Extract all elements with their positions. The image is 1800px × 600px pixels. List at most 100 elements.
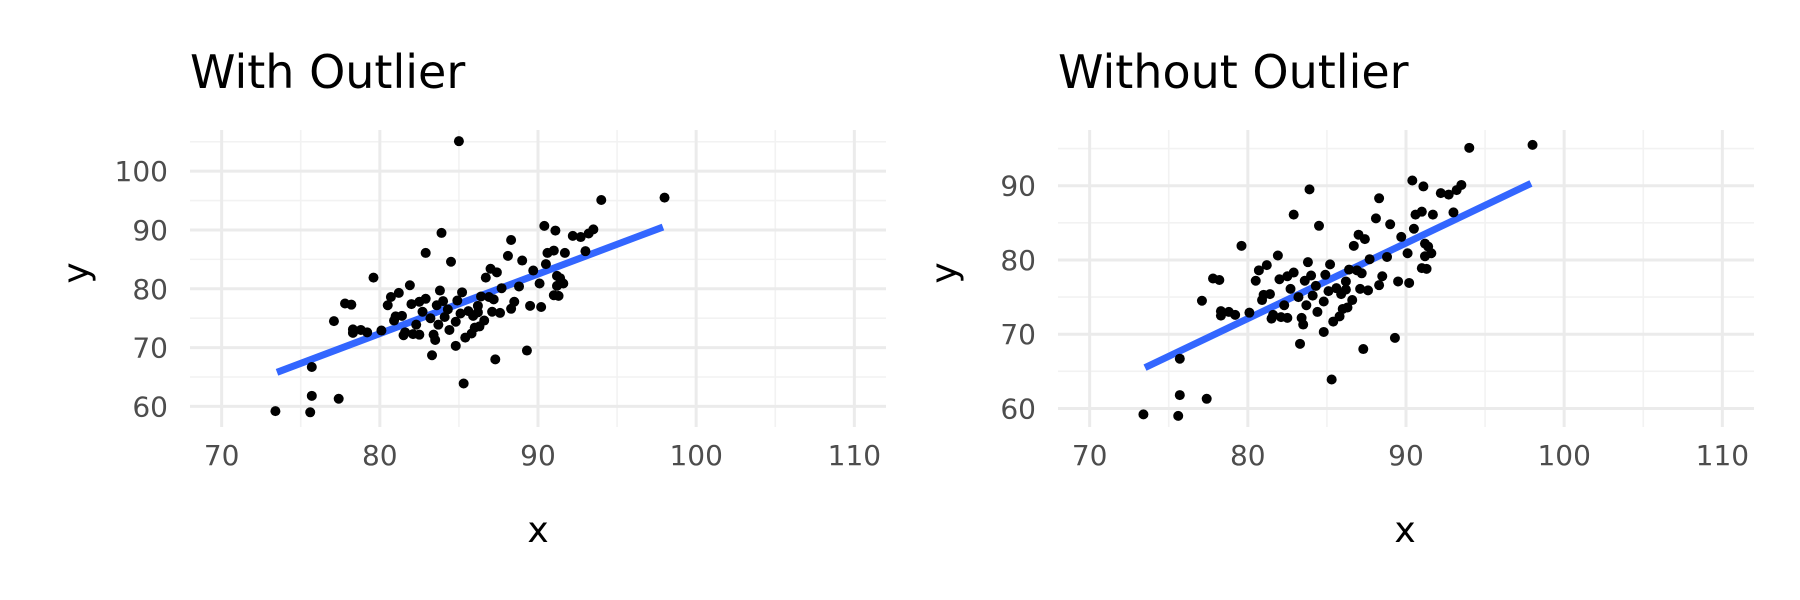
gridlines xyxy=(190,130,886,427)
data-point xyxy=(1408,223,1419,234)
data-point xyxy=(528,265,539,276)
data-point xyxy=(1402,248,1413,259)
data-point xyxy=(1377,271,1388,282)
data-point xyxy=(446,256,456,267)
data-point xyxy=(420,247,431,258)
y-axis-title: y xyxy=(924,262,965,283)
data-point xyxy=(1312,306,1323,317)
data-point xyxy=(1288,267,1299,278)
data-point xyxy=(305,407,316,418)
data-point xyxy=(430,334,441,345)
data-point xyxy=(1174,390,1185,401)
data-point xyxy=(406,299,417,310)
data-point xyxy=(1318,326,1329,337)
data-point xyxy=(376,325,387,336)
data-point xyxy=(1201,393,1212,404)
x-tick-label: 110 xyxy=(828,439,881,472)
data-point xyxy=(567,230,578,241)
data-point xyxy=(1448,207,1459,218)
data-point xyxy=(393,287,404,298)
scatter-points xyxy=(1138,139,1538,421)
y-tick-label: 90 xyxy=(1000,170,1036,203)
data-point xyxy=(534,278,545,289)
y-axis-title: y xyxy=(56,262,97,283)
data-point xyxy=(509,296,520,307)
data-point xyxy=(1285,283,1296,294)
data-point xyxy=(1214,274,1225,285)
data-point xyxy=(540,259,551,270)
data-point xyxy=(436,227,447,238)
data-point xyxy=(1173,410,1184,421)
data-point xyxy=(596,194,607,205)
x-tick-label: 70 xyxy=(204,439,240,472)
y-tick-label: 60 xyxy=(132,390,168,423)
data-point xyxy=(1298,319,1309,330)
data-point xyxy=(1236,240,1247,251)
data-point xyxy=(306,362,317,373)
data-point xyxy=(1464,142,1475,153)
data-point xyxy=(1364,254,1375,265)
data-point xyxy=(1356,268,1367,279)
regression-line xyxy=(275,223,665,376)
data-point xyxy=(1358,344,1369,355)
x-tick-labels: 70 80 90 100 110 xyxy=(1072,439,1749,472)
data-point xyxy=(495,307,506,318)
y-tick-label: 90 xyxy=(132,214,168,247)
data-point xyxy=(1340,276,1351,287)
data-point xyxy=(1261,260,1272,271)
data-point xyxy=(450,340,461,351)
data-point xyxy=(1264,289,1275,300)
data-point xyxy=(1293,292,1304,303)
data-point xyxy=(1325,259,1336,270)
data-point xyxy=(588,224,599,235)
data-point xyxy=(559,247,570,258)
y-tick-labels: 60 70 80 90 xyxy=(1000,170,1036,426)
data-point xyxy=(1174,353,1185,364)
data-point xyxy=(553,290,564,301)
x-tick-label: 100 xyxy=(1537,439,1590,472)
data-point xyxy=(491,267,502,278)
data-point xyxy=(548,245,559,256)
y-tick-label: 70 xyxy=(132,332,168,365)
data-point xyxy=(1304,184,1315,195)
panel-title: With Outlier xyxy=(190,45,465,99)
data-point xyxy=(1374,280,1385,291)
data-point xyxy=(1314,220,1324,231)
data-point xyxy=(1318,296,1329,307)
data-point xyxy=(659,192,670,203)
scatter-points xyxy=(270,136,670,418)
data-point xyxy=(457,287,468,298)
data-point xyxy=(580,246,591,257)
data-point xyxy=(1250,275,1261,286)
data-point xyxy=(1382,251,1393,262)
data-point xyxy=(362,327,373,338)
data-point xyxy=(396,310,407,321)
data-point xyxy=(1426,248,1437,259)
data-point xyxy=(1230,309,1241,320)
data-point xyxy=(506,234,517,245)
gridlines xyxy=(1058,130,1754,427)
data-point xyxy=(439,312,450,323)
data-point xyxy=(444,324,455,335)
x-tick-label: 110 xyxy=(1696,439,1749,472)
data-point xyxy=(558,278,569,289)
data-point xyxy=(1307,290,1318,301)
data-point xyxy=(1326,374,1337,385)
y-tick-label: 70 xyxy=(1000,318,1036,351)
data-point xyxy=(1389,332,1400,343)
data-point xyxy=(1416,206,1427,217)
data-point xyxy=(414,329,425,340)
data-point xyxy=(433,319,444,330)
y-tick-label: 80 xyxy=(132,273,168,306)
data-point xyxy=(382,300,393,311)
data-point xyxy=(575,232,586,243)
data-point xyxy=(1342,302,1353,313)
data-point xyxy=(1355,283,1366,294)
data-point xyxy=(1138,409,1149,420)
data-point xyxy=(427,350,438,361)
y-tick-label: 100 xyxy=(115,155,168,188)
data-point xyxy=(502,250,513,261)
data-point xyxy=(1215,310,1226,321)
